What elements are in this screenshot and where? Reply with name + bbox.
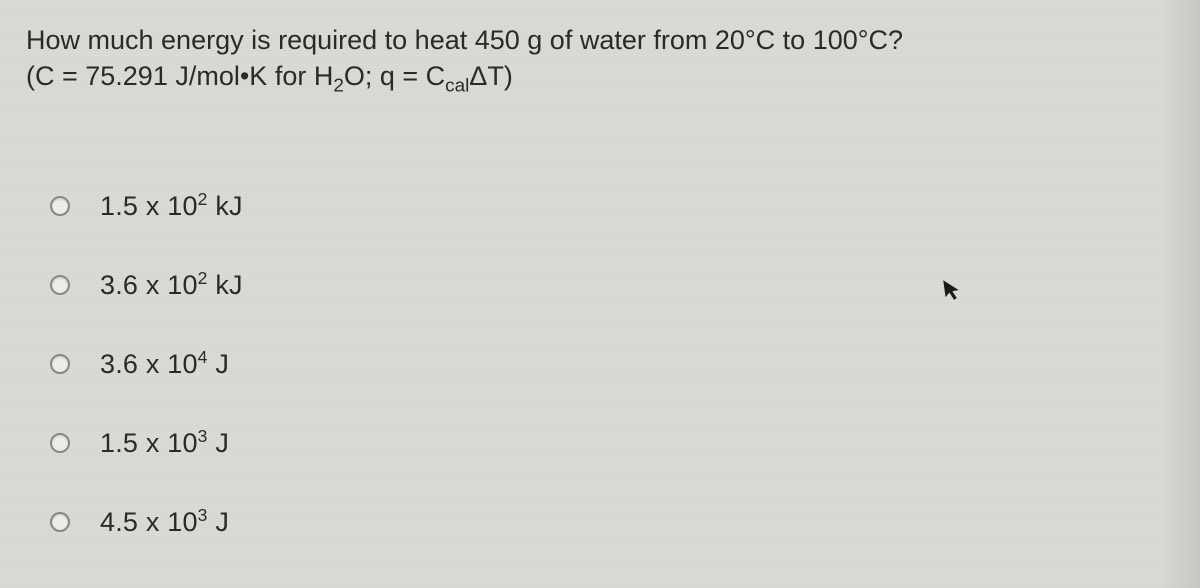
option-label: 3.6 x 102 kJ [100,268,243,301]
radio-icon[interactable] [50,275,70,295]
question-line2-post: T) [487,61,512,91]
radio-icon[interactable] [50,433,70,453]
option-row[interactable]: 3.6 x 102 kJ [50,268,1174,301]
option-coef: 1.5 x 10 [100,191,198,221]
option-row[interactable]: 4.5 x 103 J [50,505,1174,538]
question-line2-pre: (C = 75.291 J/mol•K for H [26,61,333,91]
option-row[interactable]: 3.6 x 104 J [50,347,1174,380]
option-label: 1.5 x 102 kJ [100,189,243,222]
option-unit: kJ [208,270,243,300]
question-sub-2: 2 [333,76,344,97]
question-text: How much energy is required to heat 450 … [26,22,1174,99]
option-exp: 3 [198,426,208,446]
option-row[interactable]: 1.5 x 103 J [50,426,1174,459]
question-deg1: °C [745,25,775,55]
radio-icon[interactable] [50,196,70,216]
option-coef: 3.6 x 10 [100,349,198,379]
option-coef: 1.5 x 10 [100,428,198,458]
question-deg2: °C? [858,25,903,55]
option-exp: 3 [198,505,208,525]
option-label: 3.6 x 104 J [100,347,229,380]
option-exp: 2 [198,268,208,288]
option-label: 4.5 x 103 J [100,505,229,538]
question-line1-pre: How much energy is required to heat 450 … [26,25,745,55]
option-coef: 4.5 x 10 [100,507,198,537]
radio-icon[interactable] [50,512,70,532]
radio-icon[interactable] [50,354,70,374]
question-sub-cal: cal [445,76,469,97]
option-unit: J [208,428,229,458]
question-line1-mid: to 100 [775,25,858,55]
option-exp: 2 [198,189,208,209]
option-unit: J [208,507,229,537]
option-label: 1.5 x 103 J [100,426,229,459]
option-row[interactable]: 1.5 x 102 kJ [50,189,1174,222]
options-list: 1.5 x 102 kJ 3.6 x 102 kJ 3.6 x 104 J 1.… [26,189,1174,538]
option-coef: 3.6 x 10 [100,270,198,300]
cursor-icon [942,277,964,308]
question-line2-mid: O; q = C [344,61,445,91]
option-unit: kJ [208,191,243,221]
option-unit: J [208,349,229,379]
question-delta: Δ [469,61,487,91]
option-exp: 4 [198,347,208,367]
